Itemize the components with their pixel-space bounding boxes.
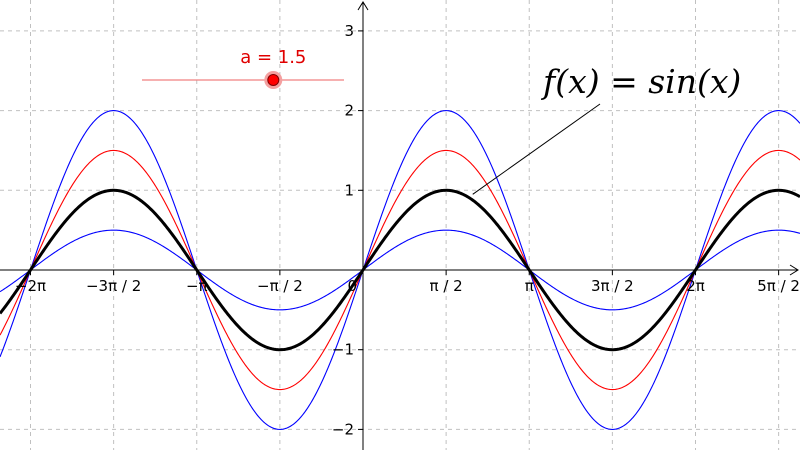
function-label: f(x) = sin(x) <box>540 62 741 101</box>
annotation-pointer-line <box>472 103 601 195</box>
x-axis-arrow <box>789 264 799 276</box>
x-tick-label: π / 2 <box>430 277 463 295</box>
x-tick-label: 2π <box>686 277 705 295</box>
x-tick-label: 3π / 2 <box>591 277 634 295</box>
slider-label: a = 1.5 <box>240 47 306 68</box>
sine-curve-amplitude-1-5 <box>0 149 800 391</box>
function-annotation: f(x) = sin(x) <box>472 62 741 195</box>
x-tick-label: 5π / 2 <box>757 277 800 295</box>
amplitude-slider[interactable]: a = 1.5 <box>142 47 344 89</box>
tick-labels: −2π −3π / 2 −π −π / 2 0 π / 2 π 3π / 2 2π 5π / 2 −… <box>15 22 800 438</box>
y-tick-label: 3 <box>344 22 354 40</box>
sine-curve-amplitude-1 <box>0 188 800 352</box>
x-tick-label: −π <box>186 277 208 295</box>
sine-curve-amplitude-0-5 <box>0 229 800 311</box>
y-axis-arrow <box>357 1 369 11</box>
x-tick-label: −3π / 2 <box>86 277 141 295</box>
sine-curves <box>0 110 800 430</box>
slider-handle[interactable] <box>267 74 280 86</box>
y-tick-label: 2 <box>344 102 354 120</box>
y-tick-label: −2 <box>332 420 354 438</box>
x-tick-label: −2π <box>15 277 46 295</box>
x-tick-label: π <box>525 277 534 295</box>
y-tick-label: 1 <box>344 181 354 199</box>
x-tick-label: 0 <box>347 277 357 295</box>
y-tick-label: −1 <box>332 341 354 359</box>
x-tick-label: −π / 2 <box>257 277 303 295</box>
sine-curve-amplitude-2 <box>0 110 800 430</box>
